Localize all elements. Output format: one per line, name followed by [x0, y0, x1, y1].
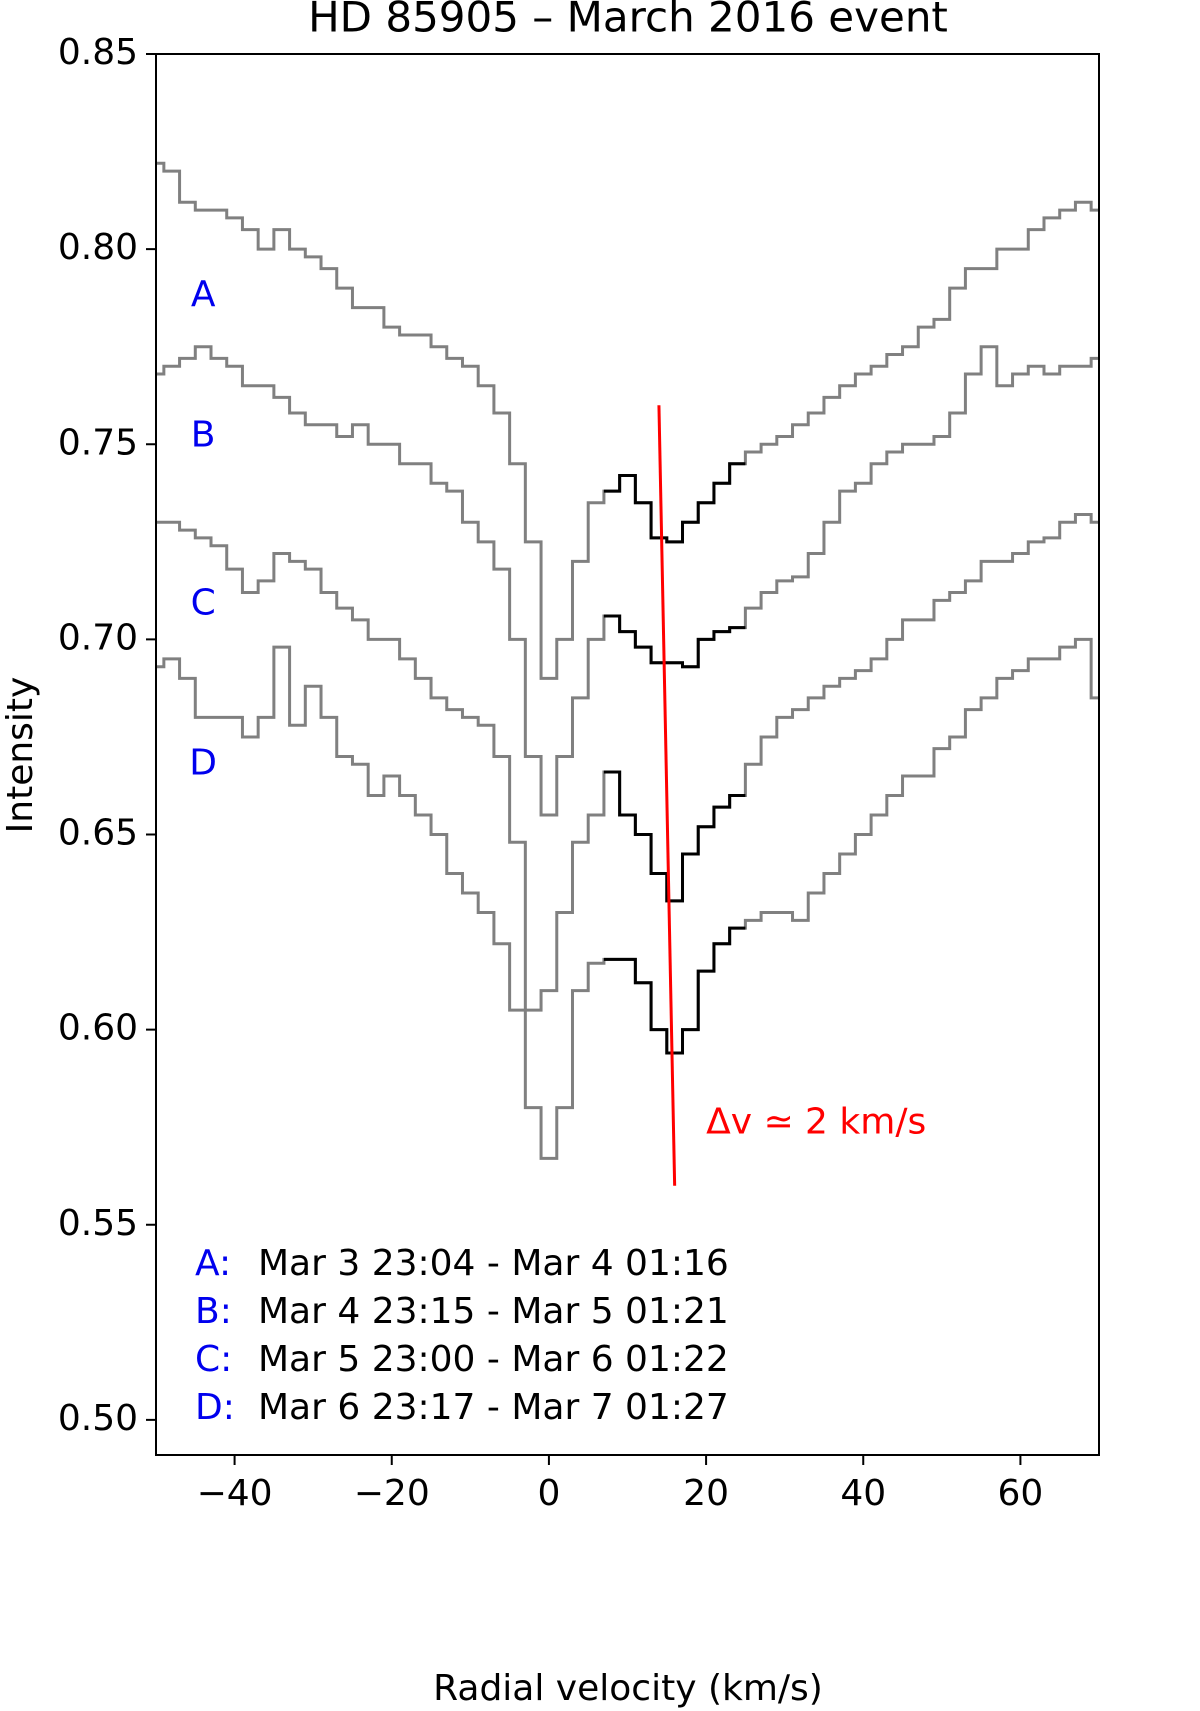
y-tick-label: 0.70: [58, 617, 138, 658]
highlight-line: [603, 462, 746, 544]
shift-line: [657, 405, 677, 1186]
observation-key: D:: [195, 1387, 235, 1428]
spectrum-line: [156, 637, 1099, 1160]
y-tick-label: 0.85: [58, 32, 138, 73]
y-tick-label: 0.60: [58, 1008, 138, 1049]
x-tick-label: 60: [998, 1473, 1044, 1514]
observation-text: Mar 5 23:00 - Mar 6 01:22: [258, 1339, 729, 1380]
observation-text: Mar 4 23:15 - Mar 5 01:21: [258, 1291, 729, 1332]
observation-key: B:: [195, 1291, 232, 1332]
x-tick-label: 0: [537, 1473, 560, 1514]
y-axis-label: Intensity: [0, 677, 41, 834]
spectrum-line: [156, 345, 1099, 817]
observation-text: Mar 3 23:04 - Mar 4 01:16: [258, 1243, 729, 1284]
y-tick-label: 0.55: [58, 1203, 138, 1244]
highlight-line: [603, 770, 746, 903]
series-label: C: [191, 582, 216, 623]
spectrum-line: [156, 161, 1099, 680]
series-label: B: [191, 414, 216, 455]
plot-area: [156, 161, 1099, 1186]
y-tick-label: 0.65: [58, 813, 138, 854]
y-tick-label: 0.75: [58, 422, 138, 463]
chart-title: HD 85905 – March 2016 event: [308, 0, 948, 42]
x-tick-label: 20: [683, 1473, 729, 1514]
highlight-line: [603, 926, 746, 1055]
series-label: A: [191, 274, 216, 315]
x-tick-label: 40: [840, 1473, 886, 1514]
y-tick-label: 0.80: [58, 227, 138, 268]
series-label: D: [189, 742, 217, 783]
x-tick-label: −40: [197, 1473, 273, 1514]
x-tick-label: −20: [354, 1473, 430, 1514]
observation-text: Mar 6 23:17 - Mar 7 01:27: [258, 1387, 729, 1428]
highlight-line: [603, 614, 746, 669]
spectrum-line: [156, 512, 1099, 1012]
shift-label: Δv ≃ 2 km/s: [706, 1101, 926, 1142]
plot-frame: [155, 53, 1100, 1456]
y-tick-label: 0.50: [58, 1398, 138, 1439]
observation-key: C:: [195, 1339, 232, 1380]
observation-key: A:: [195, 1243, 231, 1284]
x-axis-label: Radial velocity (km/s): [433, 1668, 823, 1709]
